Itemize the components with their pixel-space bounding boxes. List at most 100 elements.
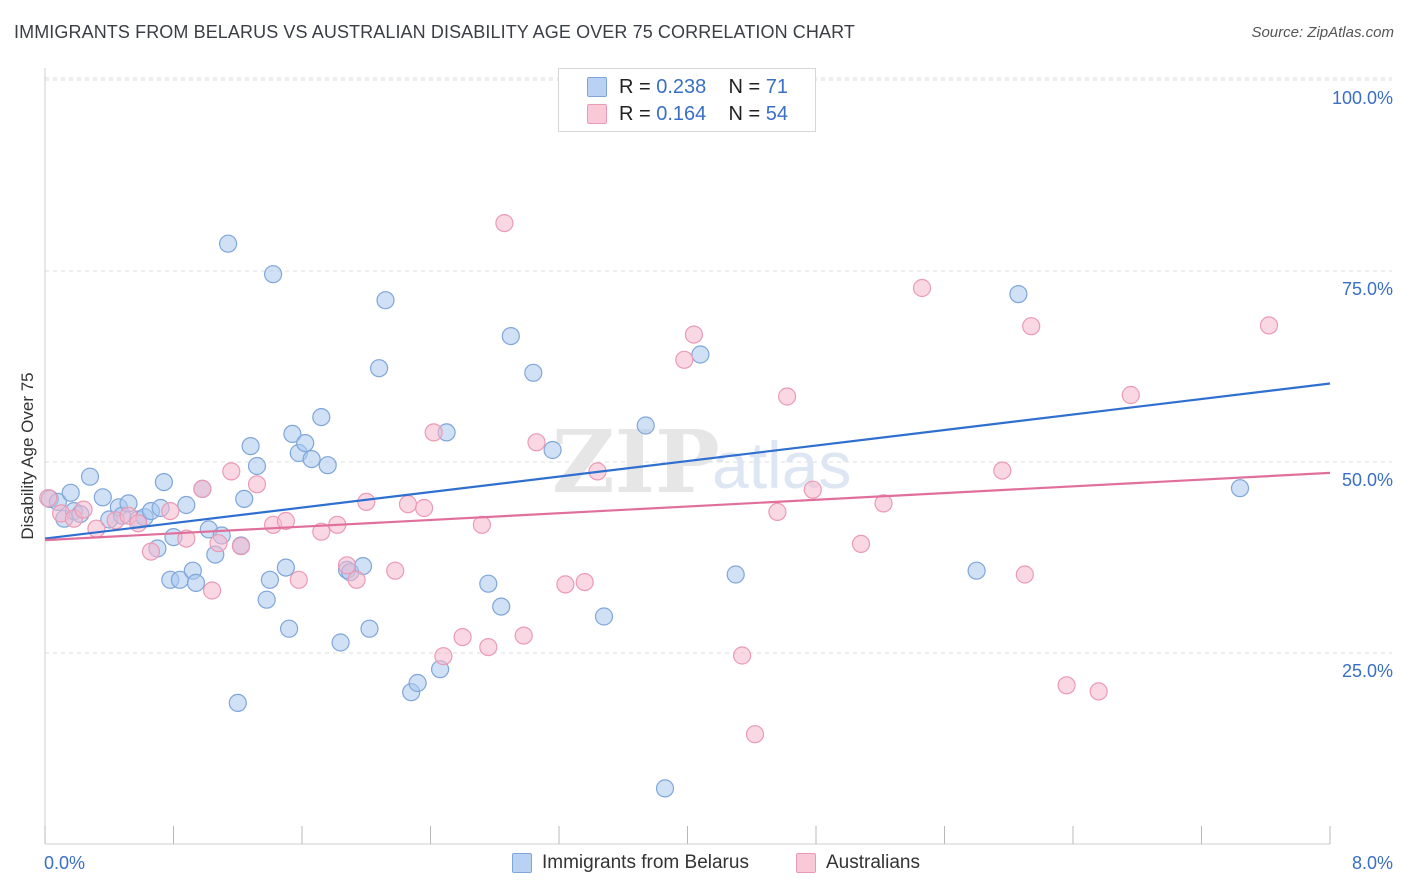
point-belarus — [264, 265, 283, 284]
point-australians — [276, 511, 295, 531]
point-australians — [177, 529, 196, 548]
point-australians — [851, 534, 871, 554]
point-australians — [209, 534, 228, 553]
chart-title: IMMIGRANTS FROM BELARUS VS AUSTRALIAN DI… — [14, 22, 855, 42]
legend-swatch-blue — [512, 853, 532, 873]
point-belarus — [235, 489, 254, 508]
point-australians — [912, 278, 932, 298]
point-belarus — [655, 779, 675, 798]
point-belarus — [283, 424, 302, 443]
point-australians — [415, 498, 434, 518]
point-australians — [312, 522, 331, 541]
point-australians — [203, 581, 222, 600]
point-australians — [386, 561, 405, 580]
axes — [44, 68, 1331, 845]
point-australians — [337, 556, 357, 575]
point-australians — [231, 537, 251, 556]
point-belarus — [241, 437, 260, 456]
legend-r-label: R = — [619, 75, 651, 98]
legend-n-label: N = — [728, 75, 761, 98]
point-australians — [39, 489, 58, 508]
point-belarus — [492, 597, 511, 616]
legend-n-value: 54 — [765, 102, 789, 125]
point-australians — [527, 433, 546, 452]
point-belarus — [376, 291, 395, 310]
point-australians — [575, 572, 594, 592]
point-australians — [745, 725, 765, 744]
point-australians — [161, 502, 180, 521]
legend-item-belarus[interactable]: Immigrants from Belarus — [512, 852, 749, 874]
point-australians — [129, 514, 148, 533]
point-australians — [495, 214, 514, 233]
point-australians — [74, 500, 93, 519]
legend-n-value: 71 — [765, 75, 789, 98]
point-belarus — [726, 565, 745, 584]
point-belarus — [219, 234, 238, 253]
point-australians — [1015, 565, 1034, 584]
point-australians — [472, 515, 491, 534]
point-australians — [1057, 676, 1076, 695]
trend-line-belarus — [44, 382, 1331, 540]
point-australians — [453, 627, 472, 647]
source-label: Source: ZipAtlas.com — [1251, 24, 1394, 41]
point-belarus — [296, 434, 315, 453]
point-belarus — [154, 473, 173, 492]
series-legend: Immigrants from Belarus Australians — [0, 852, 1406, 878]
point-australians — [247, 475, 267, 494]
point-belarus — [257, 590, 276, 609]
point-australians — [424, 423, 443, 442]
y-tick-label: 75.0% — [1342, 279, 1393, 299]
point-australians — [803, 480, 822, 499]
point-australians — [993, 461, 1012, 480]
point-belarus — [1009, 285, 1028, 304]
point-australians — [222, 462, 241, 481]
point-belarus — [360, 619, 379, 638]
legend-r-label: R = — [619, 102, 651, 125]
point-australians — [141, 542, 161, 561]
point-belarus — [318, 456, 337, 475]
point-belarus — [967, 561, 986, 580]
point-australians — [1022, 317, 1041, 336]
point-australians — [732, 646, 752, 665]
point-belarus — [524, 363, 543, 382]
point-belarus — [501, 327, 520, 346]
grid-lines — [45, 77, 1392, 654]
legend-label-australians: Australians — [826, 852, 920, 873]
point-belarus — [594, 607, 614, 626]
point-australians — [289, 570, 308, 589]
point-australians — [1121, 385, 1140, 405]
data-points — [39, 87, 1279, 798]
tick-labels: 25.0% 50.0% 75.0% 100.0% 0.0% 8.0% — [44, 88, 1393, 873]
x-tick-label: 0.0% — [44, 853, 85, 873]
point-belarus — [228, 693, 247, 713]
legend-swatch-pink — [796, 853, 816, 873]
y-tick-label: 100.0% — [1332, 88, 1393, 108]
y-tick-label: 25.0% — [1342, 661, 1393, 681]
point-australians — [87, 519, 106, 538]
point-australians — [514, 626, 533, 645]
legend-r-value: 0.164 — [656, 102, 707, 125]
point-belarus — [280, 619, 299, 638]
legend-item-australians[interactable]: Australians — [796, 852, 920, 874]
point-australians — [1089, 682, 1108, 701]
point-australians — [874, 494, 893, 513]
point-belarus — [61, 483, 80, 502]
point-belarus — [408, 673, 427, 693]
point-belarus — [370, 359, 389, 378]
legend-label-belarus: Immigrants from Belarus — [542, 852, 749, 873]
trend-line-australians — [44, 471, 1331, 542]
point-belarus — [1230, 479, 1250, 498]
point-belarus — [302, 450, 321, 469]
point-belarus — [331, 633, 350, 652]
point-australians — [777, 387, 797, 406]
point-belarus — [247, 456, 267, 476]
watermark-zip: ZIP — [552, 412, 720, 513]
point-belarus — [177, 495, 196, 515]
point-belarus — [312, 408, 331, 427]
point-australians — [684, 325, 704, 344]
point-belarus — [93, 488, 112, 507]
point-belarus — [276, 558, 295, 577]
trend-lines — [44, 382, 1331, 542]
